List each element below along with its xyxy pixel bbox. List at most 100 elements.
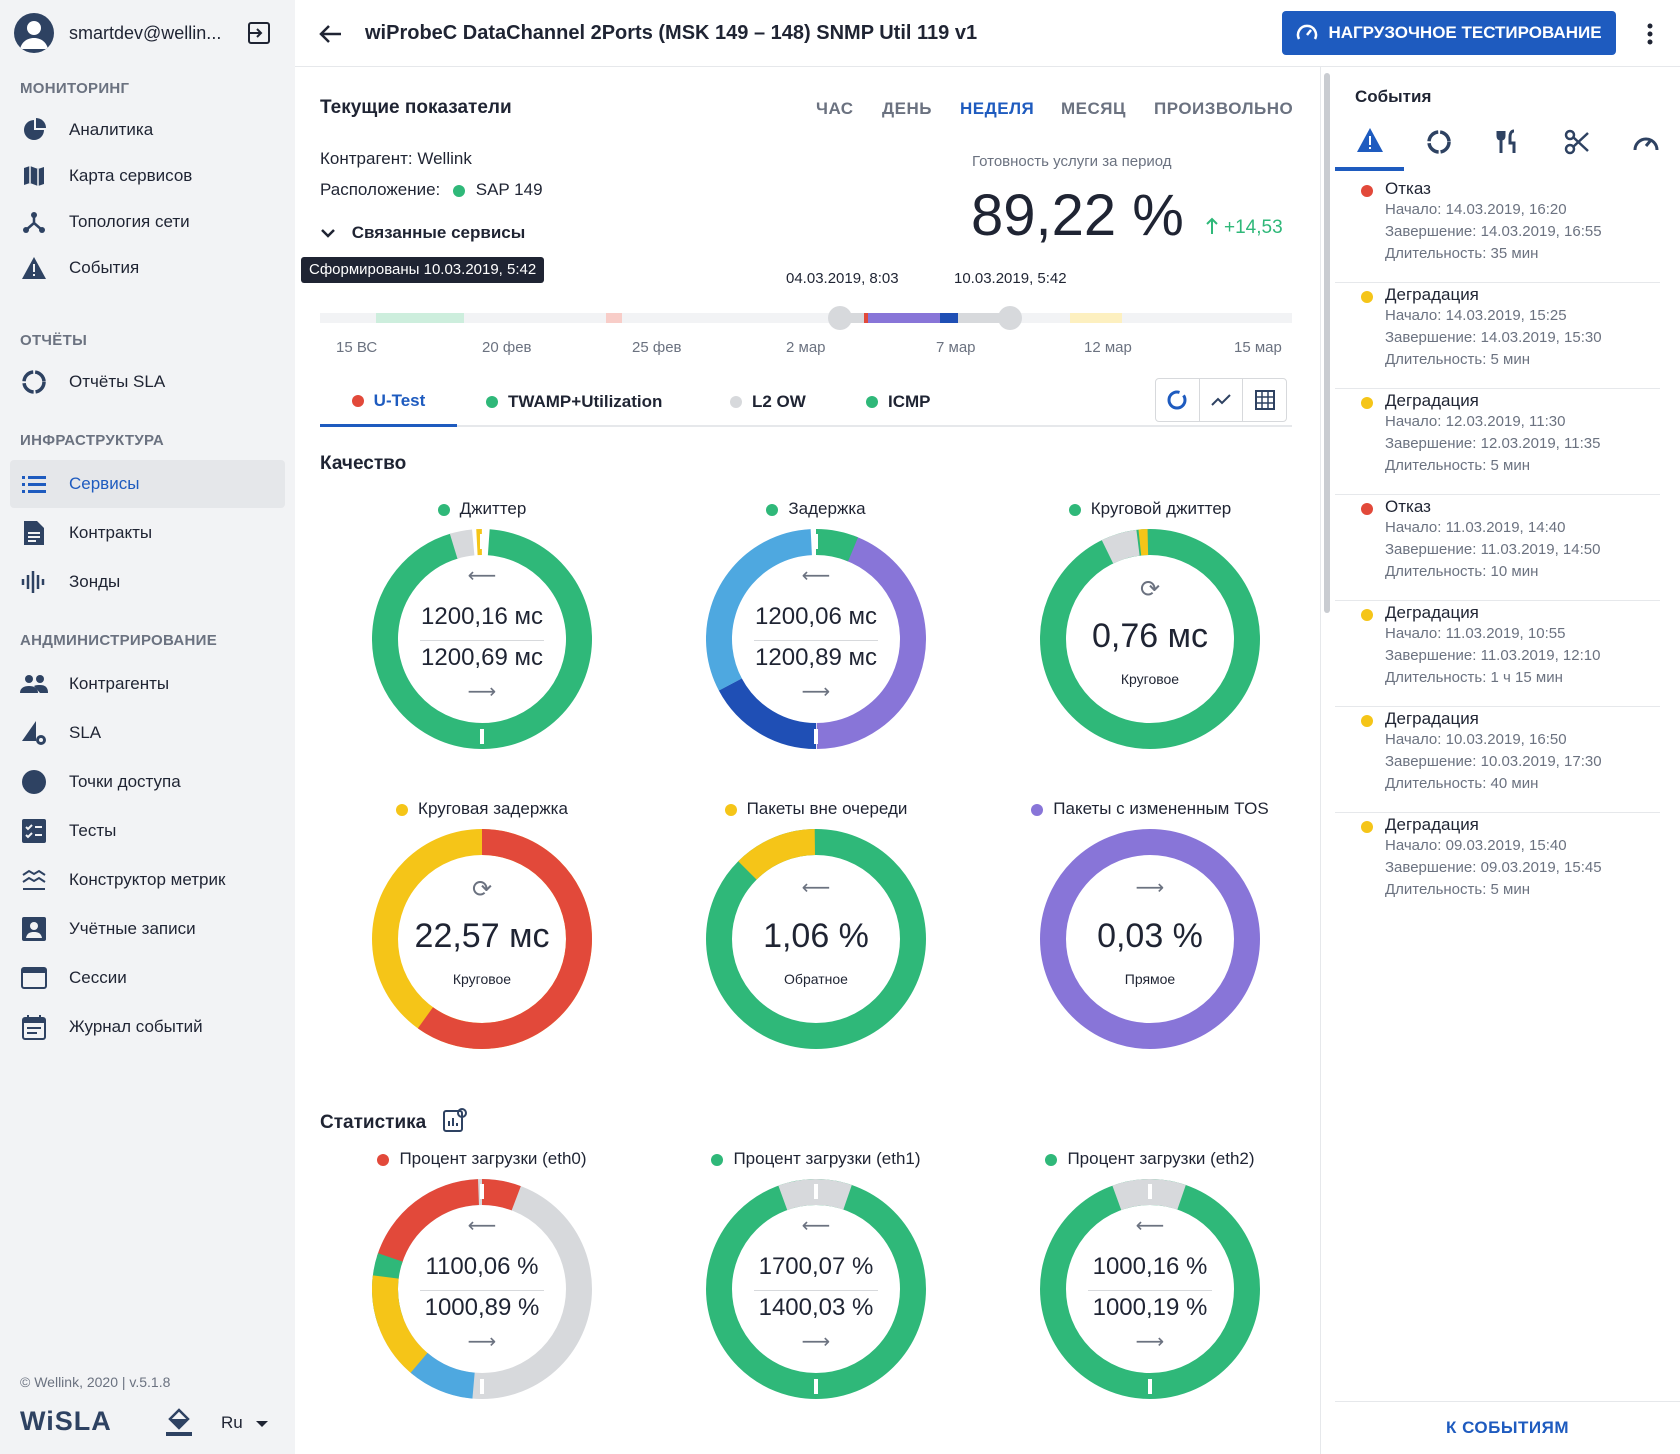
event-start: Начало: 09.03.2019, 15:40 <box>1385 837 1567 854</box>
tab-twamp[interactable]: TWAMP+Utilization <box>486 377 662 427</box>
scrollbar-thumb[interactable] <box>1324 73 1330 613</box>
gauge-title-text: Процент загрузки (eth0) <box>399 1149 587 1168</box>
load-testing-button[interactable]: НАГРУЗОЧНОЕ ТЕСТИРОВАНИЕ <box>1282 11 1616 55</box>
arrow-back-icon[interactable] <box>317 20 345 48</box>
copyright: © Wellink, 2020 | v.5.1.8 <box>20 1374 171 1390</box>
arrow-right-icon: ⟶ <box>801 1331 831 1353</box>
gauge-value-in: 1200,16 мс <box>421 603 543 630</box>
sidebar-item-sla-reports[interactable]: Отчёты SLA <box>10 358 285 406</box>
report-icon[interactable] <box>442 1107 468 1133</box>
tab-label: ICMP <box>888 392 931 411</box>
events-panel: События Отказ Начало: 14.03.2019, 16:20 … <box>1335 67 1680 1454</box>
sidebar-item-events[interactable]: События <box>10 244 285 292</box>
timeline-segment <box>376 313 464 323</box>
scrollbar[interactable] <box>1320 67 1332 1454</box>
event-item[interactable]: Деградация Начало: 09.03.2019, 15:40 Зав… <box>1335 813 1660 919</box>
period-week[interactable]: НЕДЕЛЯ <box>960 99 1035 118</box>
logout-icon[interactable] <box>246 20 272 46</box>
event-item[interactable]: Отказ Начало: 14.03.2019, 16:20 Завершен… <box>1335 177 1660 283</box>
event-item[interactable]: Деградация Начало: 14.03.2019, 15:25 Зав… <box>1335 283 1660 389</box>
event-type: Деградация <box>1385 815 1479 834</box>
sidebar-item-analytics[interactable]: Аналитика <box>10 106 285 154</box>
tab-maintenance[interactable] <box>1473 113 1542 171</box>
sidebar-item-sessions[interactable]: Сессии <box>10 954 285 1002</box>
sidebar-item-services[interactable]: Сервисы <box>10 460 285 508</box>
event-start: Начало: 14.03.2019, 16:20 <box>1385 201 1567 218</box>
timeline-segment <box>606 313 622 323</box>
sidebar-item-tests[interactable]: Тесты <box>10 807 285 855</box>
event-end: Завершение: 10.03.2019, 17:30 <box>1385 753 1602 770</box>
scissors-icon <box>1564 129 1589 155</box>
circle-progress-icon <box>1426 130 1451 154</box>
gauge-title-text: Процент загрузки (eth2) <box>1067 1149 1255 1168</box>
tab-icmp[interactable]: ICMP <box>866 377 931 427</box>
tab-l2-ow[interactable]: L2 OW <box>730 377 806 427</box>
gauge-eth0: Процент загрузки (eth0) ⟵ 1100,06 % 1000… <box>342 1149 622 1419</box>
sidebar-item-counterparties[interactable]: Контрагенты <box>10 660 285 708</box>
avatar[interactable] <box>14 13 54 53</box>
event-status-dot <box>1361 609 1373 621</box>
gauge-value-out: 1000,89 % <box>424 1294 540 1321</box>
period-month[interactable]: МЕСЯЦ <box>1061 99 1126 118</box>
event-item[interactable]: Отказ Начало: 11.03.2019, 14:40 Завершен… <box>1335 495 1660 601</box>
event-duration: Длительность: 5 мин <box>1385 457 1531 474</box>
related-services-toggle[interactable]: Связанные сервисы <box>321 223 525 243</box>
sidebar-item-accounts[interactable]: Учётные записи <box>10 905 285 953</box>
period-custom[interactable]: ПРОИЗВОЛЬНО <box>1154 99 1294 118</box>
sidebar-item-label: Конструктор метрик <box>69 870 226 889</box>
gauge-title: Процент загрузки (eth1) <box>676 1149 956 1169</box>
tab-cut[interactable] <box>1542 113 1611 171</box>
paint-bucket-icon[interactable] <box>164 1407 194 1437</box>
divider <box>420 1290 544 1291</box>
sidebar-item-service-map[interactable]: Карта сервисов <box>10 152 285 200</box>
sidebar: smartdev@wellin... МОНИТОРИНГ Аналитика … <box>0 0 295 1454</box>
sidebar-item-access-points[interactable]: Точки доступа <box>10 758 285 806</box>
more-vert-icon[interactable] <box>1640 20 1660 48</box>
list-icon <box>20 470 48 498</box>
tab-u-test[interactable]: U-Test <box>320 377 457 427</box>
sidebar-item-probes[interactable]: Зонды <box>10 558 285 606</box>
event-item[interactable]: Деградация Начало: 10.03.2019, 16:50 Зав… <box>1335 707 1660 813</box>
tab-alerts[interactable] <box>1335 113 1404 171</box>
timeline-handle-end[interactable] <box>998 306 1022 330</box>
gauge-round-delay: Круговая задержка ⟳ 22,57 мс Круговое <box>342 799 622 1069</box>
sidebar-item-topology[interactable]: Топология сети <box>10 198 285 246</box>
event-item[interactable]: Деградация Начало: 11.03.2019, 10:55 Зав… <box>1335 601 1660 707</box>
event-type: Деградация <box>1385 709 1479 728</box>
timeline-tick: 20 фев <box>482 339 532 356</box>
timeline-segment <box>940 313 958 323</box>
sidebar-item-event-log[interactable]: Журнал событий <box>10 1003 285 1051</box>
timeline-handle-start[interactable] <box>828 306 852 330</box>
account-icon <box>20 915 48 943</box>
period-day[interactable]: ДЕНЬ <box>882 99 932 118</box>
tab-sla[interactable] <box>1404 113 1473 171</box>
timeline[interactable]: 04.03.2019, 8:03 10.03.2019, 5:42 15 ВС … <box>320 270 1292 357</box>
wisla-logo: WiSLA <box>20 1406 112 1436</box>
divider <box>1088 1290 1212 1291</box>
to-events-button[interactable]: К СОБЫТИЯМ <box>1335 1401 1680 1454</box>
sidebar-item-contracts[interactable]: Контракты <box>10 509 285 557</box>
chevron-down-icon[interactable] <box>256 1421 268 1427</box>
gauge-tos: Пакеты с измененным TOS ⟶ 0,03 % Прямое <box>1010 799 1290 1069</box>
event-type: Деградация <box>1385 603 1479 622</box>
gauge-title: Пакеты вне очереди <box>676 799 956 819</box>
tab-label: TWAMP+Utilization <box>508 392 663 411</box>
line-view-button[interactable] <box>1200 379 1244 421</box>
gauge-title-text: Процент загрузки (eth1) <box>733 1149 921 1168</box>
sidebar-item-metric-builder[interactable]: Конструктор метрик <box>10 856 285 904</box>
tab-performance[interactable] <box>1611 113 1680 171</box>
table-view-button[interactable] <box>1243 379 1286 421</box>
sidebar-item-label: Топология сети <box>69 212 190 231</box>
table-icon <box>1254 390 1275 410</box>
event-status-dot <box>1361 185 1373 197</box>
event-item[interactable]: Деградация Начало: 12.03.2019, 11:30 Зав… <box>1335 389 1660 495</box>
language-select[interactable]: Ru <box>221 1413 243 1432</box>
pie-chart-icon <box>20 116 48 144</box>
donut-chart <box>1040 1179 1260 1399</box>
location: Расположение: SAP 149 <box>320 180 543 200</box>
tools-icon <box>1496 129 1515 153</box>
sidebar-item-sla[interactable]: SLA <box>10 709 285 757</box>
donut-view-button[interactable] <box>1156 379 1200 421</box>
period-hour[interactable]: ЧАС <box>816 99 854 118</box>
arrow-left-icon: ⟵ <box>801 565 831 587</box>
